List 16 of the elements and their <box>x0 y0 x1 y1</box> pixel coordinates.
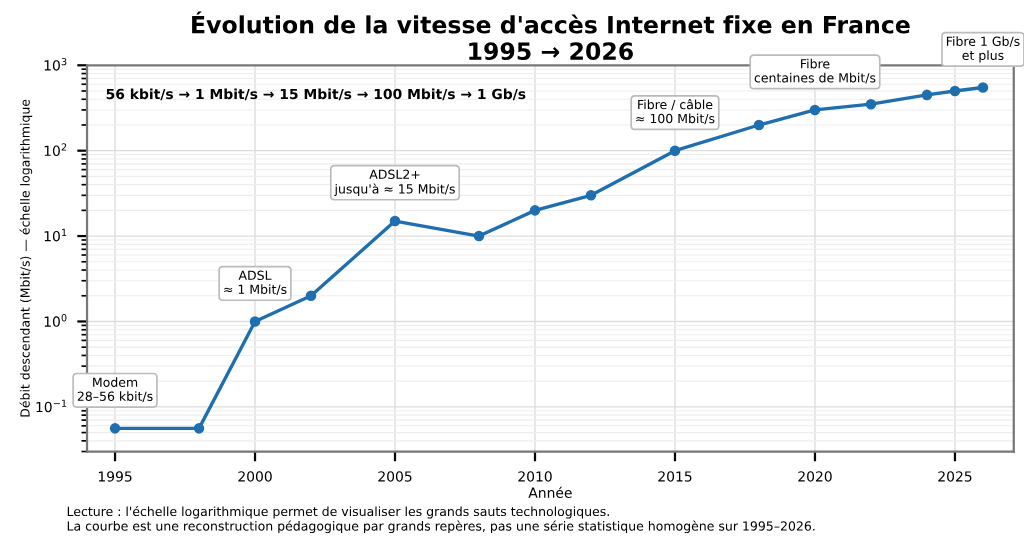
point <box>949 85 961 97</box>
point <box>865 98 877 110</box>
point <box>305 290 317 302</box>
point <box>809 104 821 116</box>
chart-title: Évolution de la vitesse d'accès Internet fixe en France 1995 → 2026 <box>192 11 910 61</box>
point <box>753 119 765 131</box>
point <box>921 89 933 101</box>
point <box>389 215 401 227</box>
point <box>529 205 541 216</box>
point <box>193 423 205 434</box>
point <box>249 316 261 327</box>
point <box>109 423 121 434</box>
point <box>977 82 989 93</box>
point <box>585 190 597 201</box>
point <box>473 230 485 242</box>
point <box>669 145 681 156</box>
